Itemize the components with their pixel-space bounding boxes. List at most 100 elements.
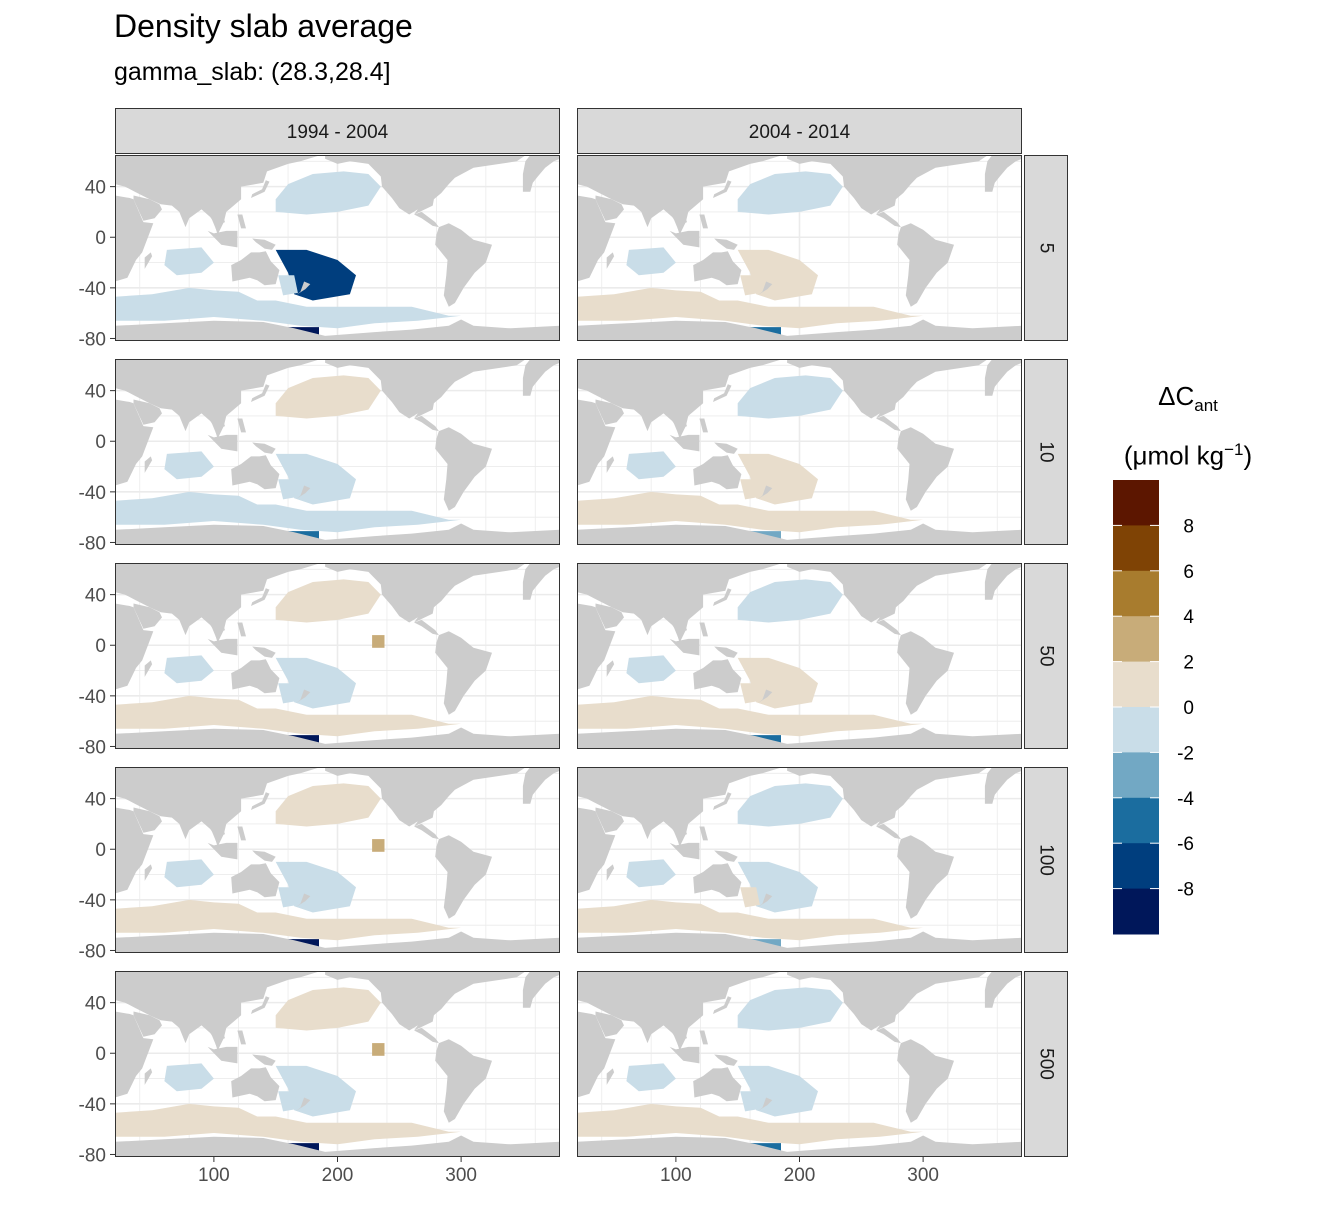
- land-indochina-peninsula: [673, 823, 687, 848]
- land-south-america: [435, 427, 492, 511]
- data-region-tasman: [740, 479, 760, 500]
- land-antarctica: [577, 319, 1022, 341]
- land-japan: [251, 792, 270, 810]
- land-greenland: [923, 563, 961, 570]
- land-philippines: [699, 826, 708, 841]
- land-new-guinea: [714, 238, 738, 250]
- data-region-north-pacific: [275, 579, 381, 623]
- land-arabia: [595, 603, 624, 629]
- land-africa: [115, 195, 154, 282]
- map-panel: [577, 971, 1022, 1157]
- y-tick-label: 0: [95, 228, 106, 249]
- land-philippines: [699, 622, 708, 637]
- x-tick-label: 200: [322, 1165, 354, 1186]
- land-philippines: [237, 826, 246, 841]
- data-region-indian-ocean: [164, 451, 214, 480]
- map-panel: [577, 767, 1022, 953]
- land-south-america: [897, 1039, 954, 1123]
- land-greenland: [461, 563, 499, 570]
- y-axes: 40 0 -40 -80 40 0 -40 -80 40 0 -40 -80 40 0 -40 -80 40 0 -…: [79, 178, 115, 1166]
- y-tick-label: -80: [79, 737, 106, 758]
- land-australia: [231, 455, 280, 490]
- land-eurasia: [577, 563, 783, 643]
- land-borneo-sumatra: [669, 1046, 700, 1064]
- land-greenland: [461, 767, 499, 774]
- data-region-north-pacific: [737, 171, 843, 215]
- land-central-america: [876, 1027, 901, 1044]
- data-region-southern-ocean: [115, 899, 462, 941]
- y-tick-label: 40: [85, 178, 106, 199]
- land-greenland: [923, 971, 961, 978]
- data-region-southern-ocean: [577, 899, 924, 941]
- land-new-guinea: [714, 442, 738, 454]
- land-central-america: [876, 211, 901, 228]
- facet-strip-row: [1024, 359, 1068, 545]
- facet-label-row: 50: [1036, 645, 1057, 666]
- land-europe-west: [522, 563, 560, 600]
- land-arabia: [133, 1011, 162, 1037]
- land-borneo-sumatra: [207, 842, 238, 860]
- land-europe-west: [522, 767, 560, 804]
- data-region-tasman: [740, 887, 760, 908]
- land-new-guinea: [252, 646, 276, 658]
- data-region-southern-ocean: [577, 695, 924, 737]
- land-africa: [577, 1011, 616, 1098]
- land-eurasia: [115, 971, 321, 1051]
- legend-color-bin: [1113, 843, 1159, 890]
- land-australia: [231, 1067, 280, 1102]
- land-arabia: [133, 399, 162, 425]
- y-tick-label: -80: [79, 941, 106, 962]
- land-south-america: [897, 835, 954, 919]
- land-madagascar: [606, 660, 615, 677]
- data-region-north-pacific: [737, 579, 843, 623]
- land-indochina-peninsula: [211, 619, 225, 644]
- legend-tick-label: 8: [1183, 516, 1194, 537]
- data-region-north-pacific: [737, 783, 843, 827]
- data-region-east-pacific: [372, 635, 385, 648]
- land-japan: [713, 588, 732, 606]
- data-region-indian-ocean: [164, 1063, 214, 1092]
- x-tick-label: 300: [445, 1165, 477, 1186]
- land-central-america: [876, 823, 901, 840]
- land-australia: [231, 863, 280, 898]
- land-north-america: [787, 971, 988, 1031]
- land-indochina-peninsula: [211, 1027, 225, 1052]
- legend-title: ΔCant (μmol kg−1): [1108, 374, 1268, 478]
- land-eurasia: [115, 359, 321, 439]
- land-madagascar: [606, 456, 615, 473]
- land-south-america: [435, 223, 492, 307]
- data-region-north-pacific: [737, 987, 843, 1031]
- land-japan: [713, 180, 732, 198]
- data-region-east-pacific: [372, 839, 385, 852]
- land-new-zealand: [757, 689, 773, 704]
- land-new-zealand: [757, 485, 773, 500]
- land-japan: [713, 996, 732, 1014]
- land-africa: [115, 399, 154, 486]
- land-new-guinea: [252, 442, 276, 454]
- panel-border: [577, 767, 1022, 953]
- legend-color-bin: [1113, 570, 1159, 617]
- land-africa: [115, 807, 154, 894]
- y-tick-label: -80: [79, 533, 106, 554]
- land-north-america: [787, 767, 988, 827]
- legend-tick-label: -2: [1177, 743, 1194, 764]
- data-region-north-pacific: [275, 171, 381, 215]
- data-region-tasman: [278, 683, 298, 704]
- data-region-southern-ocean: [577, 287, 924, 329]
- land-antarctica: [115, 319, 560, 341]
- y-tick-label: -80: [79, 329, 106, 350]
- land-new-guinea: [252, 850, 276, 862]
- panel-border: [115, 971, 560, 1157]
- land-madagascar: [144, 252, 153, 269]
- y-tick-label: 40: [85, 994, 106, 1015]
- land-indochina-peninsula: [211, 415, 225, 440]
- land-north-america: [787, 359, 988, 419]
- facet-strip-column: [115, 108, 560, 154]
- land-arabia: [595, 807, 624, 833]
- map-panel: [115, 155, 560, 341]
- land-north-america: [787, 155, 988, 215]
- land-europe-west: [984, 971, 1022, 1008]
- legend-tick-label: 2: [1183, 653, 1194, 674]
- land-new-guinea: [714, 1054, 738, 1066]
- land-new-zealand: [757, 1097, 773, 1112]
